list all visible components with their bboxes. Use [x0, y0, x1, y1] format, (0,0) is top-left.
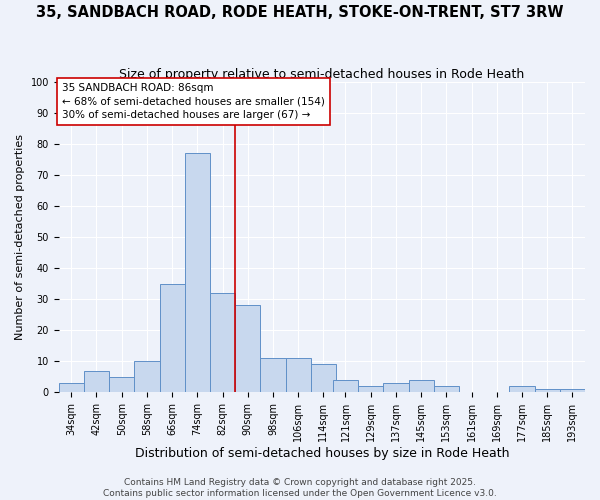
Bar [383, 383, 409, 392]
Y-axis label: Number of semi-detached properties: Number of semi-detached properties [15, 134, 25, 340]
Title: Size of property relative to semi-detached houses in Rode Heath: Size of property relative to semi-detach… [119, 68, 524, 80]
X-axis label: Distribution of semi-detached houses by size in Rode Heath: Distribution of semi-detached houses by … [134, 447, 509, 460]
Bar [134, 362, 160, 392]
Bar [434, 386, 459, 392]
Bar [286, 358, 311, 392]
Bar [260, 358, 286, 392]
Bar [560, 389, 585, 392]
Bar [535, 389, 560, 392]
Bar [509, 386, 535, 392]
Text: 35 SANDBACH ROAD: 86sqm
← 68% of semi-detached houses are smaller (154)
30% of s: 35 SANDBACH ROAD: 86sqm ← 68% of semi-de… [62, 83, 325, 120]
Bar [185, 153, 210, 392]
Bar [311, 364, 336, 392]
Bar [109, 377, 134, 392]
Bar [358, 386, 383, 392]
Bar [210, 293, 235, 392]
Bar [84, 370, 109, 392]
Bar [59, 383, 84, 392]
Text: Contains HM Land Registry data © Crown copyright and database right 2025.
Contai: Contains HM Land Registry data © Crown c… [103, 478, 497, 498]
Bar [160, 284, 185, 393]
Text: 35, SANDBACH ROAD, RODE HEATH, STOKE-ON-TRENT, ST7 3RW: 35, SANDBACH ROAD, RODE HEATH, STOKE-ON-… [36, 5, 564, 20]
Bar [333, 380, 358, 392]
Bar [235, 306, 260, 392]
Bar [409, 380, 434, 392]
